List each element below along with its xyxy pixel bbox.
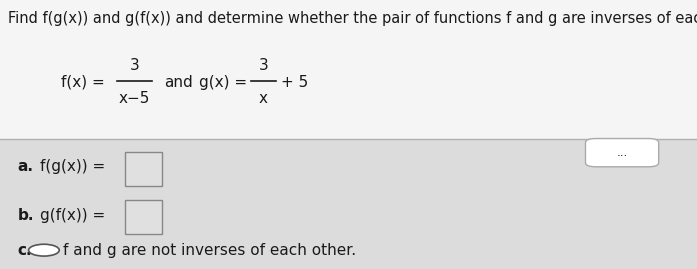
Text: f(x) =: f(x) = xyxy=(61,75,105,90)
Bar xyxy=(0,139,697,269)
Text: Find f(g(x)) and g(f(x)) and determine whether the pair of functions f and g are: Find f(g(x)) and g(f(x)) and determine w… xyxy=(8,11,697,26)
Text: 3: 3 xyxy=(259,58,268,73)
Text: x: x xyxy=(259,91,268,106)
Text: g(x) =: g(x) = xyxy=(199,75,247,90)
Text: b.: b. xyxy=(17,208,34,223)
Text: + 5: + 5 xyxy=(281,75,308,90)
Text: g(f(x)) =: g(f(x)) = xyxy=(40,208,106,223)
Text: 3: 3 xyxy=(130,58,139,73)
FancyBboxPatch shape xyxy=(125,152,162,186)
Circle shape xyxy=(29,244,59,256)
Bar xyxy=(0,0,697,139)
Text: x−5: x−5 xyxy=(118,91,151,106)
Text: and: and xyxy=(164,75,192,90)
Text: f and g are not inverses of each other.: f and g are not inverses of each other. xyxy=(63,243,356,258)
FancyBboxPatch shape xyxy=(125,200,162,234)
Text: f(g(x)) =: f(g(x)) = xyxy=(40,159,106,174)
Text: c.: c. xyxy=(17,243,32,258)
FancyBboxPatch shape xyxy=(585,139,659,167)
Text: a.: a. xyxy=(17,159,33,174)
Text: ...: ... xyxy=(617,146,628,159)
